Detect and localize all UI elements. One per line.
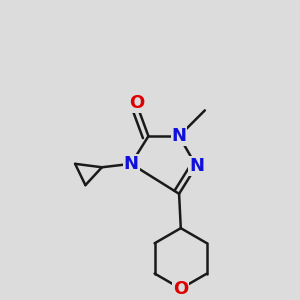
Text: N: N — [172, 127, 187, 145]
Text: O: O — [173, 280, 188, 298]
Text: N: N — [189, 157, 204, 175]
Text: O: O — [129, 94, 144, 112]
Text: N: N — [124, 155, 139, 173]
